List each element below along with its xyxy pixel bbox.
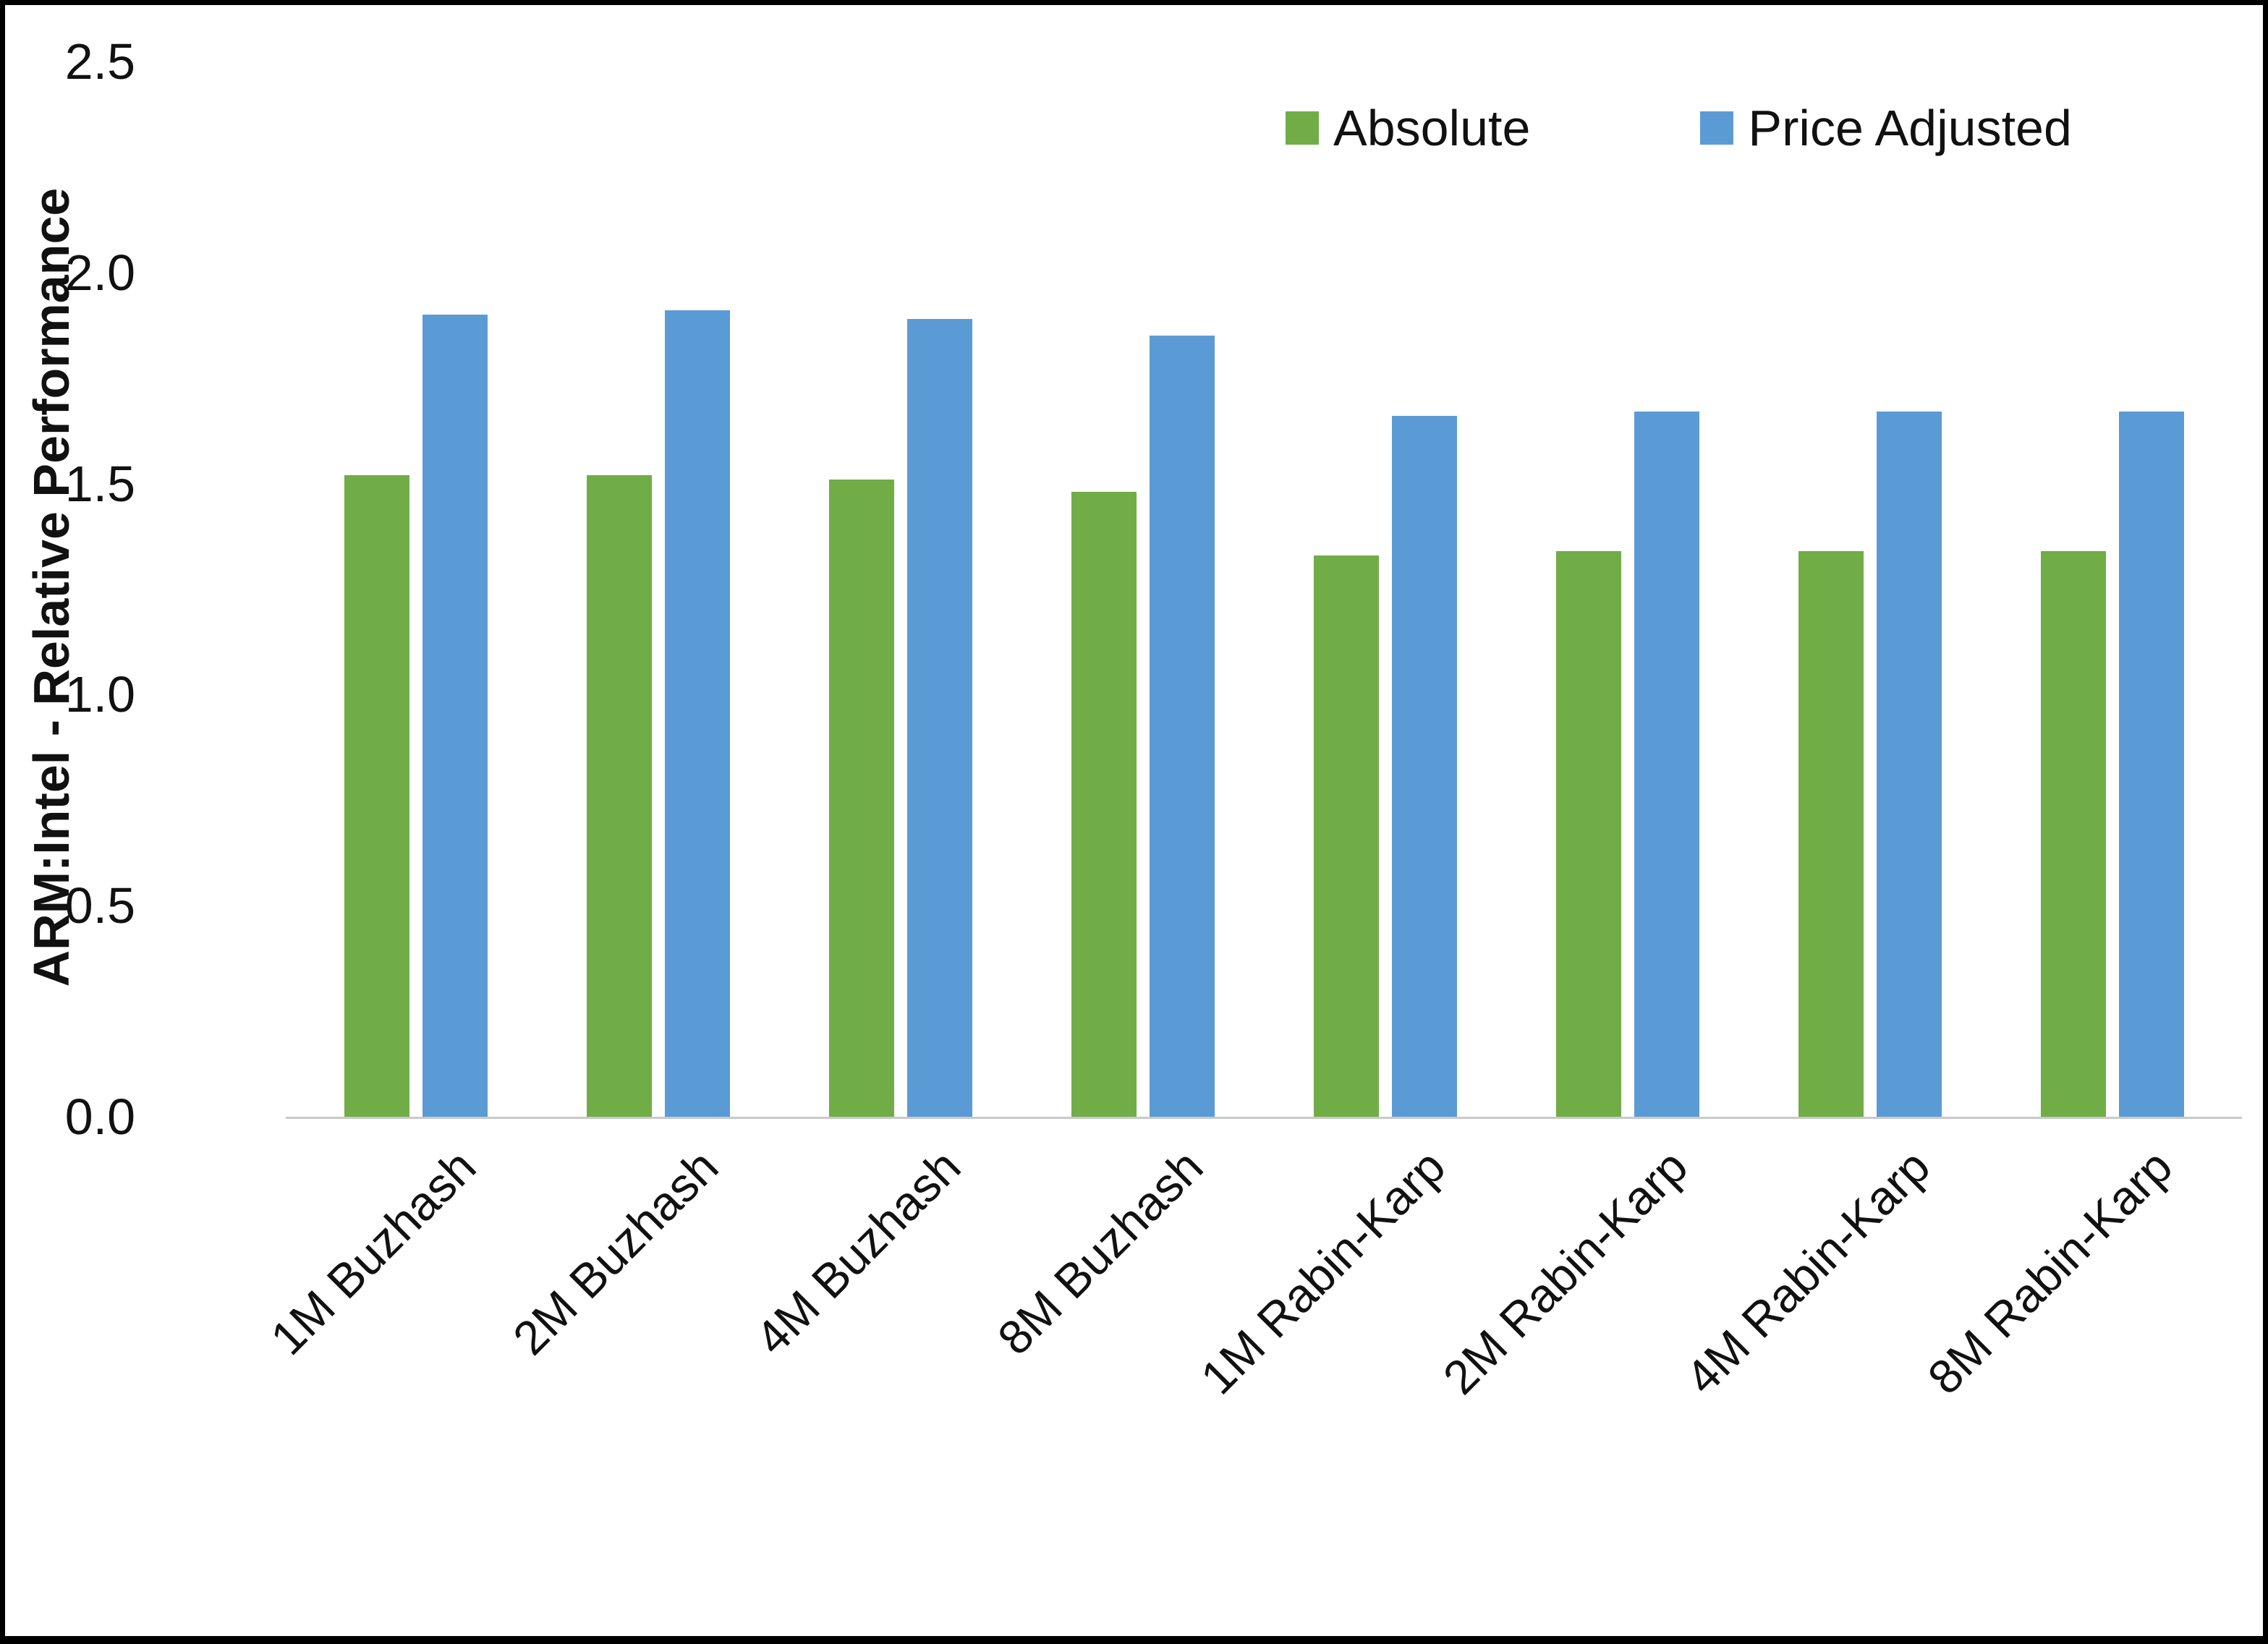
bar-absolute-2m-buzhash [586, 474, 652, 1117]
x-axis-line [286, 1117, 2242, 1119]
x-axis-label: 8M Rabin-Karp [1916, 1139, 2183, 1405]
bar-price-adjusted-2m-buzhash [664, 310, 730, 1117]
legend-label: Price Adjusted [1748, 100, 2072, 156]
bar-price-adjusted-2m-rabin-karp [1634, 412, 1699, 1117]
bar-price-adjusted-8m-rabin-karp [2118, 412, 2184, 1117]
x-axis-label: 1M Rabin-Karp [1189, 1139, 1456, 1405]
bar-price-adjusted-1m-rabin-karp [1391, 416, 1457, 1117]
legend-label: Absolute [1333, 100, 1531, 156]
x-axis-label: 4M Buzhash [744, 1139, 971, 1366]
bar-absolute-1m-rabin-karp [1313, 555, 1379, 1117]
x-axis-label: 2M Rabin-Karp [1432, 1139, 1698, 1405]
bar-price-adjusted-8m-buzhash [1149, 336, 1215, 1117]
y-tick-label: 2.5 [64, 33, 135, 90]
bar-price-adjusted-1m-buzhash [422, 315, 488, 1117]
y-tick-label: 1.0 [64, 666, 135, 723]
legend-item-price-adjusted: Price Adjusted [1700, 98, 2072, 158]
x-axis-label: 2M Buzhash [502, 1139, 729, 1366]
legend-swatch-absolute-icon [1286, 111, 1319, 145]
legend-swatch-price-adjusted-icon [1700, 111, 1734, 145]
legend-item-absolute: Absolute [1286, 98, 1530, 158]
bar-absolute-4m-buzhash [828, 479, 894, 1117]
y-tick-label: 0.5 [64, 877, 135, 934]
x-axis-label: 8M Buzhash [987, 1139, 1213, 1366]
bar-price-adjusted-4m-buzhash [906, 318, 972, 1117]
x-axis-label: 4M Rabin-Karp [1674, 1139, 1940, 1405]
y-tick-label: 0.0 [64, 1089, 135, 1145]
legend: Absolute Price Adjusted [1286, 98, 2072, 158]
bar-absolute-8m-buzhash [1071, 492, 1137, 1117]
bar-absolute-8m-rabin-karp [2040, 550, 2106, 1117]
x-axis-label: 1M Buzhash [260, 1139, 486, 1366]
bar-absolute-2m-rabin-karp [1555, 550, 1621, 1117]
y-tick-label: 2.0 [64, 244, 135, 301]
bar-absolute-1m-buzhash [344, 474, 409, 1117]
bar-price-adjusted-4m-rabin-karp [1876, 412, 1942, 1117]
y-tick-label: 1.5 [64, 455, 135, 512]
bar-absolute-4m-rabin-karp [1798, 550, 1864, 1117]
